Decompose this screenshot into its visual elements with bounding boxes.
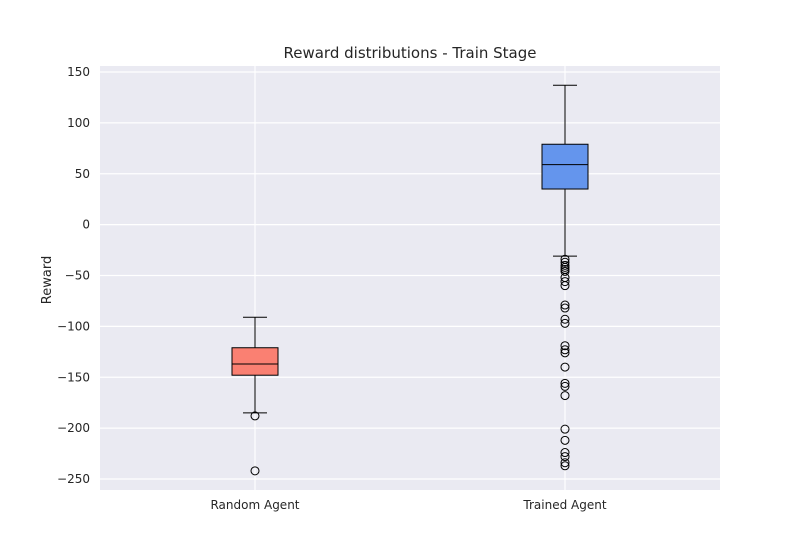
y-tick-label: 150 [67,65,90,79]
outlier-point [250,466,260,476]
outlier-point [560,281,570,291]
y-tick-label: −150 [57,370,90,384]
outlier-point [560,381,570,391]
outlier-point [560,461,570,471]
outlier-point [560,362,570,372]
outlier-point [560,314,570,324]
plot-background [100,66,720,490]
y-tick-label: −250 [57,472,90,486]
outlier-point [560,303,570,313]
box-iqr [231,347,279,376]
y-tick-label: −100 [57,319,90,333]
outlier-point [560,345,570,355]
y-tick-label: 100 [67,116,90,130]
outlier-point [560,341,570,351]
chart-title: Reward distributions - Train Stage [284,44,537,62]
outlier-point [560,277,570,287]
box-iqr [541,143,589,190]
outlier-point [250,411,260,421]
x-tick-label: Trained Agent [522,498,606,512]
y-tick-label: 50 [75,167,90,181]
y-tick-label: 0 [82,218,90,232]
outlier-point [560,391,570,401]
y-tick-label: −50 [65,269,90,283]
outlier-point [560,448,570,458]
outlier-point [560,348,570,358]
outlier-point [560,458,570,468]
x-tick-label: Random Agent [210,498,299,512]
outlier-point [560,424,570,434]
boxes [231,84,589,476]
outlier-point [560,318,570,328]
y-axis-ticks: 150 100 50 0 −50 −100 −150 −200 −250 [57,65,90,486]
outlier-point [560,257,570,267]
outlier-point [560,378,570,388]
outlier-point [560,435,570,445]
outlier-point [560,452,570,462]
y-axis-label: Reward [40,256,55,304]
y-tick-label: −200 [57,421,90,435]
x-axis-ticks: Random Agent Trained Agent [210,498,606,512]
outlier-point [560,300,570,310]
outlier-point [560,266,570,276]
